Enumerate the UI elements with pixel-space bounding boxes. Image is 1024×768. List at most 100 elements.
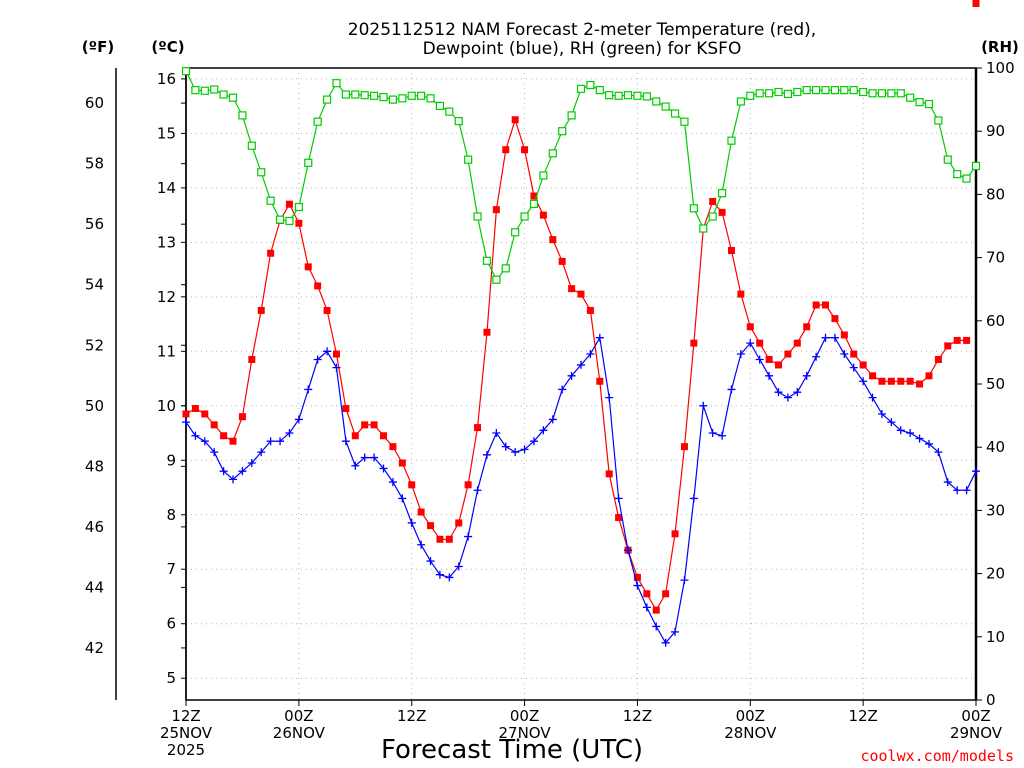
rh-point-11 <box>285 216 294 226</box>
rh-point-35 <box>511 228 520 237</box>
rh-point-72 <box>859 87 868 97</box>
temperature-point-15 <box>323 306 331 314</box>
temperature-point-81 <box>944 342 952 350</box>
temperature-point-60 <box>746 323 754 331</box>
rh-point-43 <box>586 80 595 90</box>
dewpoint-point-7 <box>247 459 256 467</box>
celsius-tick-label-4: 9 <box>166 451 176 469</box>
dewpoint-point-12 <box>294 415 303 424</box>
temperature-point-64 <box>784 350 792 358</box>
temperature-point-27 <box>436 535 444 543</box>
celsius-tick-label-10: 15 <box>157 124 176 142</box>
x-tick-label-3-1: 27NOV <box>499 724 552 742</box>
dewpoint-point-17 <box>341 437 350 446</box>
rh-tick-label-3: 30 <box>986 501 1005 519</box>
rh-point-83 <box>962 174 971 183</box>
fahrenheit-tick-label-4: 50 <box>85 397 104 415</box>
celsius-tick-label-2: 7 <box>166 560 176 578</box>
temperature-point-34 <box>502 146 510 154</box>
dewpoint-point-29 <box>454 562 463 571</box>
temperature-point-16 <box>332 350 340 358</box>
temperature-point-84 <box>972 0 980 7</box>
dewpoint-point-65 <box>793 388 802 397</box>
fahrenheit-tick-label-1: 44 <box>85 578 104 596</box>
rh-point-80 <box>934 116 943 125</box>
fahrenheit-tick-label-5: 52 <box>85 336 104 354</box>
dewpoint-point-81 <box>943 478 952 487</box>
rh-point-26 <box>426 94 435 103</box>
rh-point-49 <box>642 92 651 101</box>
dewpoint-point-16 <box>332 363 341 372</box>
chart-title-line-1: 2025112512 NAM Forecast 2-meter Temperat… <box>348 20 816 40</box>
rh-tick-label-7: 70 <box>986 249 1005 267</box>
rh-point-22 <box>388 95 398 104</box>
temperature-point-18 <box>351 432 359 440</box>
rh-point-1 <box>191 86 200 95</box>
temperature-point-36 <box>521 146 529 154</box>
fahrenheit-tick-label-7: 56 <box>85 215 104 233</box>
dewpoint-point-72 <box>859 377 868 386</box>
fahrenheit-tick-label-6: 54 <box>85 276 104 294</box>
rh-point-64 <box>783 89 793 99</box>
x-tick-label-6-0: 12Z <box>848 707 877 725</box>
dewpoint-point-27 <box>435 570 444 579</box>
dewpoint-point-18 <box>351 461 360 470</box>
x-axis-title: Forecast Time (UTC) <box>381 735 643 765</box>
temperature-point-53 <box>680 443 688 451</box>
rh-point-5 <box>228 93 238 102</box>
rh-tick-label-0: 0 <box>986 691 996 709</box>
dewpoint-point-44 <box>595 333 604 342</box>
dewpoint-point-75 <box>887 418 896 427</box>
dewpoint-line <box>185 335 977 644</box>
rh-point-14 <box>313 117 322 126</box>
celsius-tick-label-1: 6 <box>166 615 176 633</box>
rh-point-37 <box>529 199 539 208</box>
rh-point-42 <box>576 84 586 93</box>
dewpoint-point-8 <box>257 448 266 457</box>
rh-point-67 <box>812 86 821 95</box>
dewpoint-point-70 <box>840 350 849 359</box>
dewpoint-point-41 <box>567 371 576 380</box>
temperature-point-78 <box>916 380 924 388</box>
rh-point-4 <box>219 90 228 99</box>
celsius-unit-label: (ºC) <box>151 38 184 56</box>
dewpoint-point-62 <box>765 371 774 380</box>
temperature-point-9 <box>267 249 275 257</box>
celsius-tick-label-6: 11 <box>157 342 176 360</box>
dewpoint-point-38 <box>539 426 548 435</box>
rh-point-2 <box>200 86 209 95</box>
dewpoint-point-42 <box>577 360 585 369</box>
dewpoint-point-79 <box>924 439 933 448</box>
rh-point-74 <box>877 89 887 98</box>
temperature-point-38 <box>539 211 547 219</box>
temperature-point-29 <box>455 519 463 527</box>
temperature-point-22 <box>389 443 397 451</box>
temperature-point-59 <box>737 290 745 298</box>
temperature-point-12 <box>295 219 303 227</box>
temperature-point-17 <box>342 405 350 413</box>
rh-tick-label-6: 60 <box>986 312 1005 330</box>
temperature-point-74 <box>878 377 886 385</box>
dewpoint-point-28 <box>445 573 454 582</box>
rh-point-58 <box>727 136 736 145</box>
dewpoint-point-23 <box>398 494 407 503</box>
temperature-point-56 <box>709 197 717 205</box>
credit-link[interactable]: coolwx.com/models <box>860 747 1014 765</box>
rh-point-60 <box>746 91 755 100</box>
rh-point-32 <box>482 256 492 265</box>
rh-point-39 <box>548 149 557 158</box>
rh-unit-label: (RH) <box>981 38 1019 56</box>
rh-point-84 <box>971 161 981 171</box>
rh-point-78 <box>915 98 924 107</box>
rh-point-38 <box>539 171 548 180</box>
temperature-point-1 <box>191 405 199 413</box>
temperature-point-14 <box>314 282 322 290</box>
temperature-point-57 <box>718 208 726 216</box>
dewpoint-point-60 <box>746 339 755 348</box>
dewpoint-point-21 <box>379 464 388 473</box>
x-tick-label-2-0: 12Z <box>397 707 426 725</box>
rh-point-31 <box>473 212 482 221</box>
rh-point-71 <box>849 86 858 95</box>
dewpoint-point-51 <box>661 638 670 647</box>
dewpoint-point-0 <box>182 418 190 427</box>
